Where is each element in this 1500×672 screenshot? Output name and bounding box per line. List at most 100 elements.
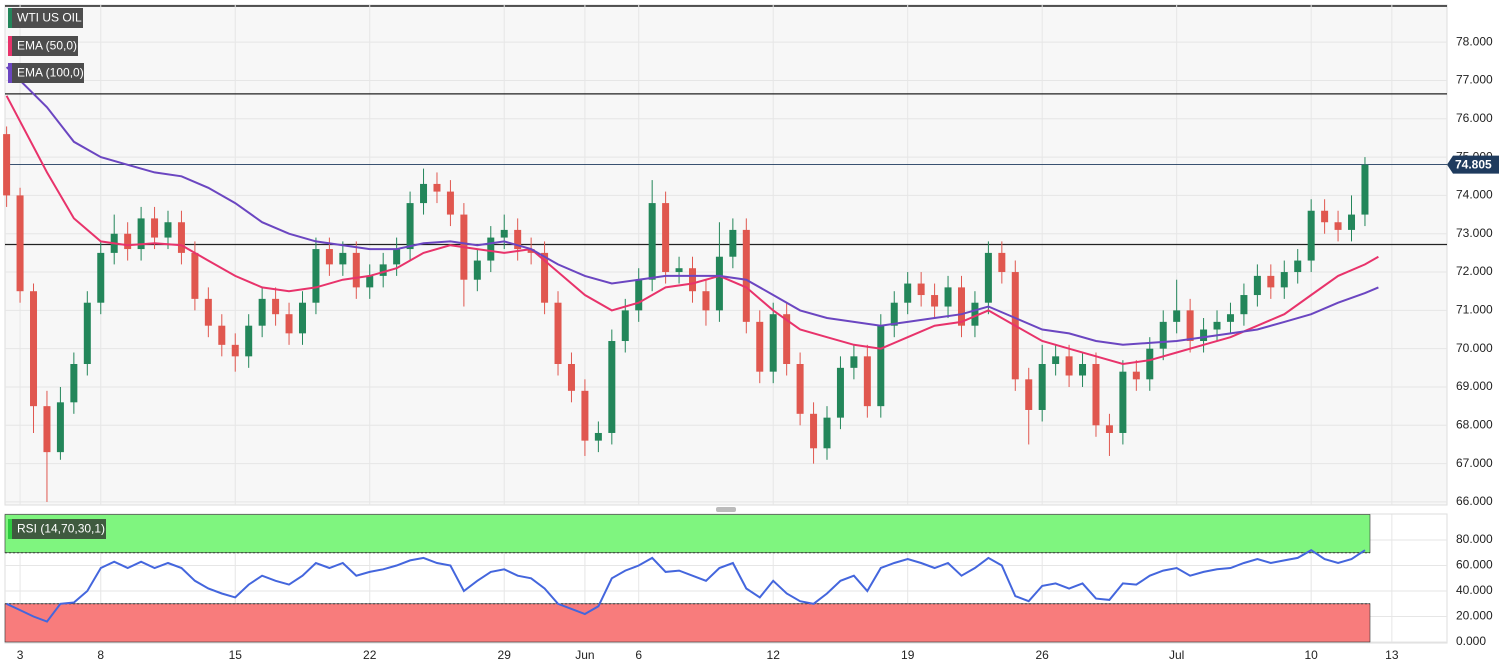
candle-body <box>272 298 280 315</box>
candle-body <box>823 417 831 449</box>
y-tick-label: 0.000 <box>1456 634 1486 648</box>
x-tick-label: 3 <box>17 648 24 662</box>
line-series <box>5 95 1379 366</box>
legend-swatch <box>8 36 12 56</box>
candle-body <box>662 203 670 273</box>
x-tick-label: 12 <box>767 648 781 662</box>
legend-label: EMA (50,0) <box>17 39 77 53</box>
candle-body <box>43 406 51 453</box>
x-tick-label: 6 <box>635 648 642 662</box>
candle-body <box>1132 371 1140 380</box>
candle-body <box>124 233 132 250</box>
candle-body <box>836 367 844 418</box>
y-tick-label: 77.000 <box>1456 73 1493 87</box>
y-tick-label: 72.000 <box>1456 264 1493 278</box>
candle-body <box>541 252 549 303</box>
x-tick-label: 19 <box>901 648 915 662</box>
candle-body <box>581 390 589 441</box>
candle-body <box>783 314 791 365</box>
legend-box[interactable] <box>8 519 106 539</box>
candle-body <box>97 252 105 303</box>
y-tick-label: 68.000 <box>1456 417 1493 431</box>
candle-body <box>594 432 602 441</box>
candle-body <box>904 283 912 303</box>
candle-body <box>957 287 965 326</box>
candle-body <box>366 275 374 288</box>
candle-body <box>500 229 508 238</box>
candle-body <box>890 302 898 326</box>
candle-body <box>325 249 333 265</box>
y-tick-label: 67.000 <box>1456 456 1493 470</box>
candle-body <box>137 218 145 250</box>
candle-body <box>675 268 683 273</box>
y-tick-label: 76.000 <box>1456 111 1493 125</box>
last-price-label: 74.805 <box>1455 157 1492 171</box>
candle-body <box>742 229 750 322</box>
candle-body <box>877 325 885 407</box>
legend-swatch <box>8 519 12 539</box>
candle-body <box>769 314 777 372</box>
candle-body <box>608 341 616 433</box>
candle-body <box>1321 210 1329 223</box>
legend-box[interactable] <box>8 36 78 56</box>
candle-body <box>931 295 939 307</box>
candle-body <box>433 183 441 192</box>
x-tick-label: 22 <box>363 648 377 662</box>
candle-body <box>1334 222 1342 230</box>
legend-box[interactable] <box>8 63 84 83</box>
legend-box[interactable] <box>8 8 83 28</box>
candle-body <box>3 134 11 196</box>
candle-body <box>944 287 952 307</box>
candle-body <box>1361 164 1369 215</box>
candle-body <box>756 321 764 372</box>
candle-body <box>1065 356 1073 376</box>
candle-body <box>151 218 159 238</box>
candle-body <box>998 252 1006 273</box>
candle-body <box>621 310 629 342</box>
candle-body <box>810 413 818 449</box>
candle-body <box>702 291 710 311</box>
candle-body <box>1294 260 1302 273</box>
legend: WTI US OIL EMA (50,0) EMA (100,0) RSI (1… <box>8 8 106 539</box>
y-tick-label: 20.000 <box>1456 609 1493 623</box>
legend-label: RSI (14,70,30,1) <box>17 522 105 536</box>
line-series <box>6 549 1366 623</box>
candle-body <box>1052 356 1060 365</box>
candle-body <box>420 183 428 204</box>
candle-body <box>1200 329 1208 342</box>
candle-body <box>298 302 306 334</box>
candle-body <box>689 268 697 292</box>
candle-body <box>1105 425 1113 433</box>
y-tick-label: 80.000 <box>1456 532 1493 546</box>
candle-body <box>796 364 804 414</box>
candle-body <box>393 249 401 265</box>
candle-body <box>715 256 723 311</box>
candle-body <box>1226 314 1234 322</box>
candle-body <box>863 356 871 407</box>
candle-body <box>1213 321 1221 330</box>
candle-body <box>984 252 992 303</box>
candle-body <box>1267 275 1275 288</box>
candle-body <box>177 222 185 253</box>
candle-body <box>850 356 858 368</box>
oversold-zone <box>4 603 1371 643</box>
x-tick-label: 10 <box>1304 648 1318 662</box>
candle-body <box>16 195 24 292</box>
candle-body <box>1159 321 1167 349</box>
y-tick-label: 71.000 <box>1456 303 1493 317</box>
candle-body <box>1146 348 1154 380</box>
candle-body <box>379 264 387 276</box>
panel-resize-handle[interactable] <box>716 507 736 512</box>
candle-body <box>1186 310 1194 342</box>
candle-body <box>1307 210 1315 261</box>
candle-body <box>473 260 481 280</box>
legend-label: EMA (100,0) <box>17 66 84 80</box>
legend-swatch <box>8 63 12 83</box>
candle-body <box>554 302 562 365</box>
y-tick-label: 66.000 <box>1456 494 1493 508</box>
candle-body <box>70 364 78 403</box>
y-tick-label: 73.000 <box>1456 226 1493 240</box>
candle-body <box>56 402 64 453</box>
candle-body <box>258 298 266 326</box>
